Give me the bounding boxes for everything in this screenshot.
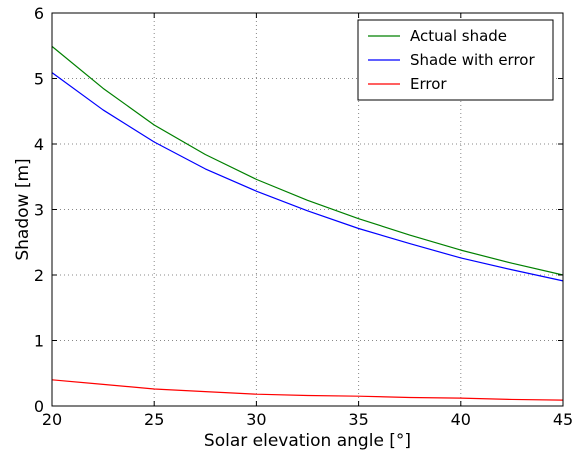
y-axis-label: Shadow [m] xyxy=(13,158,33,260)
x-tick-label: 25 xyxy=(144,410,164,429)
y-tick-label: 2 xyxy=(34,266,44,285)
y-tick-label: 1 xyxy=(34,332,44,351)
x-tick-label: 45 xyxy=(553,410,573,429)
y-tick-label: 6 xyxy=(34,4,44,23)
y-tick-label: 4 xyxy=(34,135,44,154)
x-axis-label: Solar elevation angle [°] xyxy=(204,431,411,451)
series-lines xyxy=(51,45,564,401)
legend-entry: Actual shade xyxy=(410,27,507,45)
legend-entry: Shade with error xyxy=(410,51,535,69)
legend-entry: Error xyxy=(410,75,447,93)
shade-with-error-line xyxy=(51,72,564,282)
x-tick-label: 40 xyxy=(451,410,471,429)
x-tick-label: 30 xyxy=(246,410,266,429)
y-tick-label: 5 xyxy=(34,70,44,89)
x-tick-label: 35 xyxy=(348,410,368,429)
error-line xyxy=(51,379,564,401)
x-tick-label: 20 xyxy=(42,410,62,429)
actual-shade-line xyxy=(51,45,564,276)
y-tick-label: 3 xyxy=(34,201,44,220)
legend: Actual shade Shade with error Error xyxy=(357,19,554,101)
y-tick-label: 0 xyxy=(34,397,44,416)
